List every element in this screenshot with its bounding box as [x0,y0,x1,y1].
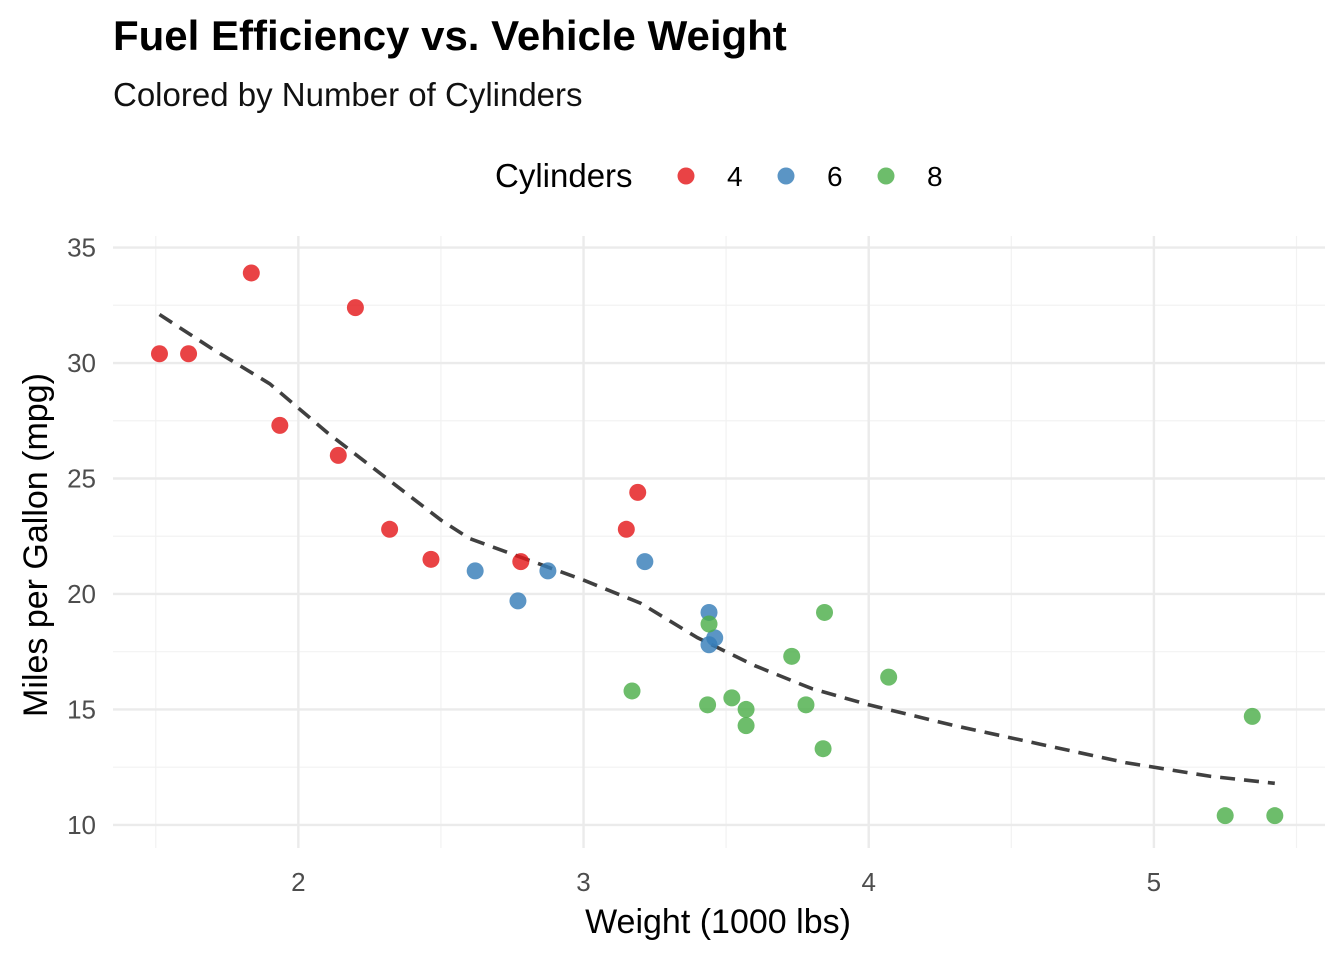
x-tick-label: 5 [1147,867,1161,897]
chart-title: Fuel Efficiency vs. Vehicle Weight [113,12,787,59]
y-tick-label: 25 [67,463,96,493]
x-axis-ticks: 2 3 4 5 [291,867,1161,897]
legend-key-8 [877,167,895,185]
data-point-cyl-4 [381,520,399,538]
data-point-cyl-4 [329,446,347,464]
data-point-cyl-8 [816,603,834,621]
data-point-cyl-8 [723,689,741,707]
trend-line-group [158,312,1275,786]
data-point-cyl-8 [737,717,755,735]
data-point-cyl-8 [737,700,755,718]
x-tick-label: 3 [576,867,590,897]
data-point-cyl-6 [636,553,654,571]
legend-label-4: 4 [727,161,743,192]
data-point-cyl-8 [623,682,641,700]
y-tick-label: 30 [67,348,96,378]
data-point-cyl-4 [150,345,168,363]
data-point-cyl-8 [880,668,898,686]
data-point-cyl-8 [1216,807,1234,825]
data-point-cyl-6 [539,562,557,580]
data-point-cyl-8 [797,696,815,714]
data-point-cyl-8 [1266,807,1284,825]
legend-label-6: 6 [827,161,843,192]
legend-key-6 [777,167,795,185]
y-tick-label: 35 [67,233,96,263]
data-point-cyl-4 [242,264,260,282]
data-point-cyl-6 [466,562,484,580]
data-point-cyl-4 [180,345,198,363]
legend-label-8: 8 [927,161,943,192]
x-tick-label: 2 [291,867,305,897]
y-axis-title: Miles per Gallon (mpg) [17,373,55,717]
data-point-cyl-6 [706,629,724,647]
y-tick-label: 15 [67,694,96,724]
data-points [150,264,1284,825]
data-point-cyl-4 [617,520,635,538]
y-tick-label: 20 [67,579,96,609]
minor-gridlines [113,236,1325,848]
trend-line [158,312,1275,786]
data-point-cyl-4 [346,299,364,317]
data-point-cyl-6 [509,592,527,610]
legend-title: Cylinders [495,157,633,194]
major-gridlines [113,236,1325,848]
legend: Cylinders 4 6 8 [495,157,943,194]
data-point-cyl-8 [814,740,832,758]
y-tick-label: 10 [67,810,96,840]
x-tick-label: 4 [861,867,875,897]
chart-subtitle: Colored by Number of Cylinders [113,76,583,113]
legend-key-4 [677,167,695,185]
data-point-cyl-8 [783,647,801,665]
x-axis-title: Weight (1000 lbs) [585,903,851,941]
data-point-cyl-4 [512,553,530,571]
data-point-cyl-8 [699,696,717,714]
data-point-cyl-4 [629,483,647,501]
data-point-cyl-4 [422,550,440,568]
data-point-cyl-8 [700,615,718,633]
y-axis-ticks: 10 15 20 25 30 35 [67,233,96,840]
data-point-cyl-8 [1243,707,1261,725]
data-point-cyl-4 [271,416,289,434]
